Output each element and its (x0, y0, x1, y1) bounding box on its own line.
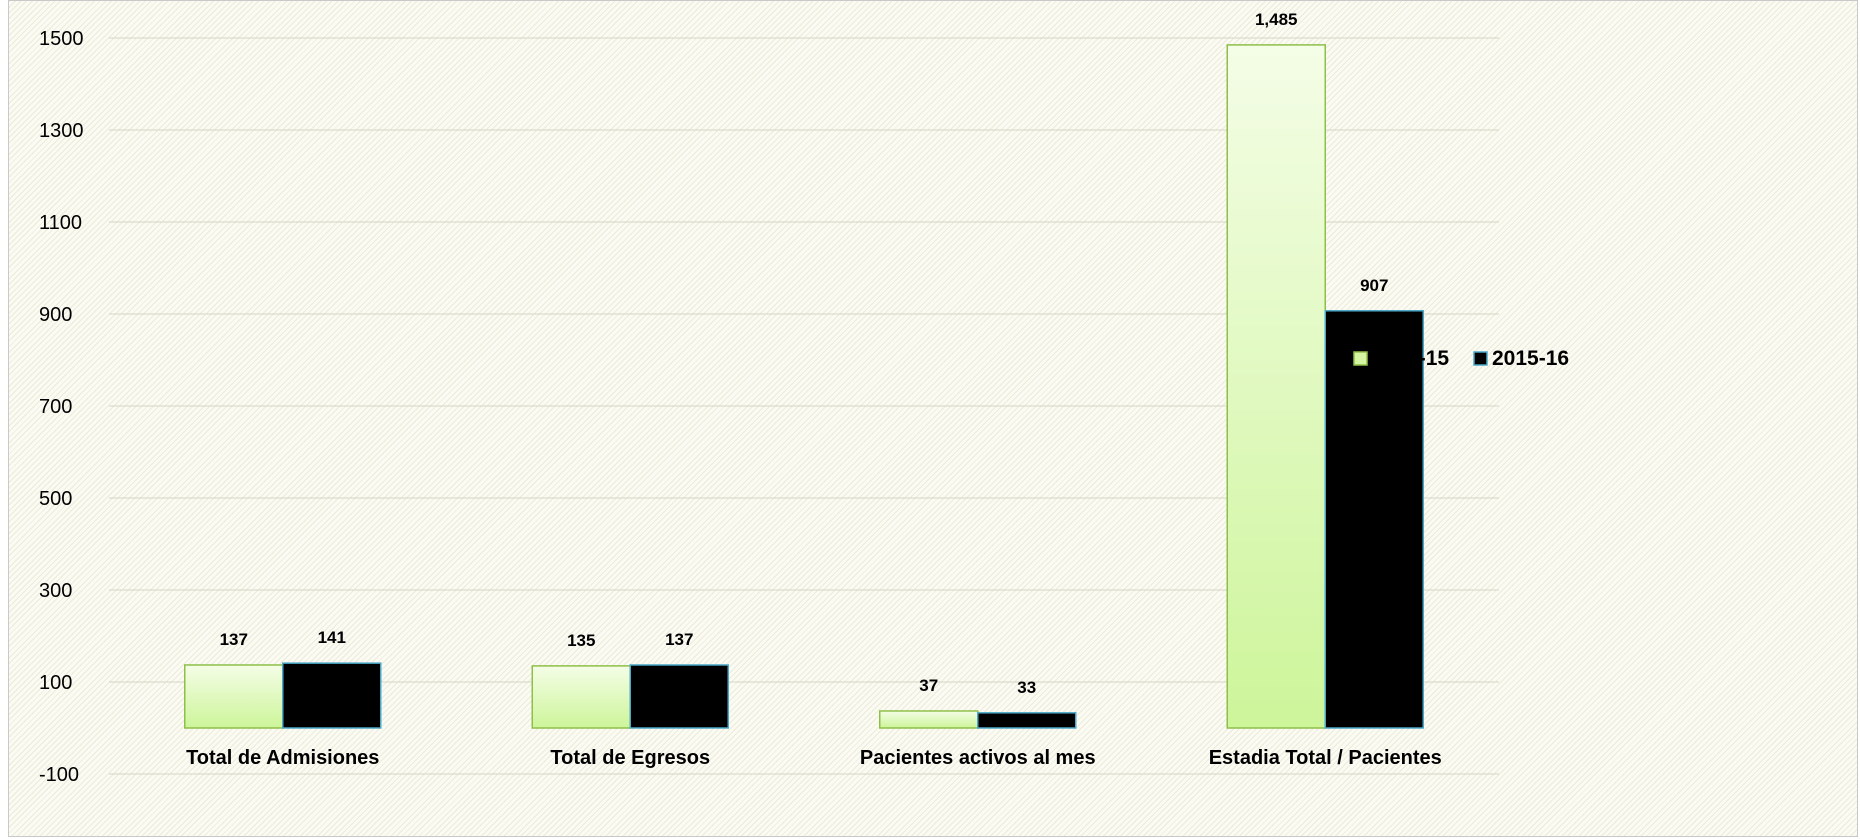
y-tick-label: 700 (39, 396, 72, 418)
category-label: Total de Admisiones (186, 747, 379, 769)
y-axis-ticks: 1500 1300 1100 900 700 500 300 100 -100 (39, 28, 84, 786)
legend: 2014-15 2015-16 (1353, 347, 1569, 370)
y-tick-label: 100 (39, 672, 72, 694)
y-tick-label: 1500 (39, 28, 84, 50)
bar-2014-15 (184, 664, 284, 729)
data-label: 141 (318, 628, 346, 647)
data-label: 135 (567, 631, 595, 650)
data-label: 137 (665, 630, 693, 649)
data-label: 1,485 (1255, 10, 1298, 29)
gridlines (109, 37, 1499, 775)
bar-2015-16 (977, 712, 1077, 729)
chart-frame: 1500 1300 1100 900 700 500 300 100 -100 137 141 13… (8, 0, 1858, 837)
data-label: 33 (1017, 678, 1036, 697)
data-label: 907 (1360, 276, 1388, 295)
bar-2014-15 (531, 665, 631, 729)
category-label: Estadia Total / Pacientes (1209, 747, 1442, 769)
bar-2014-15 (1226, 44, 1326, 729)
category-labels: Total de Admisiones Total de Egresos Pacie… (186, 747, 1442, 769)
legend-swatch-2014-15 (1353, 351, 1368, 366)
y-tick-label: 500 (39, 488, 72, 510)
bar-2015-16 (282, 662, 382, 729)
category-label: Total de Egresos (550, 747, 710, 769)
category-label: Pacientes activos al mes (860, 747, 1096, 769)
bar-2014-15 (879, 710, 979, 729)
bar-2015-16 (1324, 310, 1424, 729)
legend-swatch-2015-16 (1473, 351, 1488, 366)
legend-label-2015-16: 2015-16 (1492, 347, 1569, 370)
y-tick-label: -100 (39, 764, 79, 786)
data-label: 137 (220, 630, 248, 649)
y-tick-label: 1100 (39, 212, 82, 234)
data-label: 37 (919, 676, 938, 695)
legend-label-2014-15: 2014-15 (1372, 347, 1449, 370)
data-labels: 137 141 135 137 37 33 1,485 907 (220, 10, 1389, 697)
y-tick-label: 900 (39, 304, 72, 326)
bars (184, 44, 1424, 729)
y-tick-label: 300 (39, 580, 72, 602)
y-tick-label: 1300 (39, 120, 84, 142)
bar-2015-16 (629, 664, 729, 729)
